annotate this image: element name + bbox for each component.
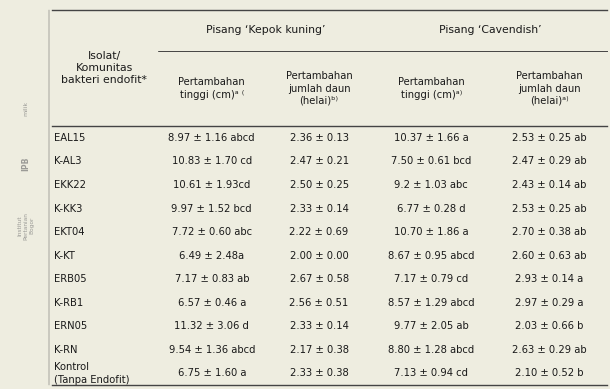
- Text: 8.97 ± 1.16 abcd: 8.97 ± 1.16 abcd: [168, 133, 255, 143]
- Text: 2.33 ± 0.14: 2.33 ± 0.14: [290, 203, 348, 214]
- Text: Pertambahan
tinggi (cm)ᵃ ⁽: Pertambahan tinggi (cm)ᵃ ⁽: [178, 77, 245, 100]
- Text: K-KK3: K-KK3: [54, 203, 83, 214]
- Text: 8.57 ± 1.29 abcd: 8.57 ± 1.29 abcd: [388, 298, 475, 308]
- Text: Pertambahan
tinggi (cm)ᵃ⁾: Pertambahan tinggi (cm)ᵃ⁾: [398, 77, 465, 100]
- Text: 2.47 ± 0.21: 2.47 ± 0.21: [290, 156, 349, 166]
- Text: 8.80 ± 1.28 abcd: 8.80 ± 1.28 abcd: [388, 345, 475, 355]
- Text: 8.67 ± 0.95 abcd: 8.67 ± 0.95 abcd: [388, 251, 475, 261]
- Text: K-KT: K-KT: [54, 251, 75, 261]
- Text: 2.33 ± 0.14: 2.33 ± 0.14: [290, 321, 348, 331]
- Text: 9.54 ± 1.36 abcd: 9.54 ± 1.36 abcd: [168, 345, 255, 355]
- Text: 2.53 ± 0.25 ab: 2.53 ± 0.25 ab: [512, 203, 586, 214]
- Text: EKT04: EKT04: [54, 227, 85, 237]
- Text: 10.83 ± 1.70 cd: 10.83 ± 1.70 cd: [171, 156, 252, 166]
- Text: 2.70 ± 0.38 ab: 2.70 ± 0.38 ab: [512, 227, 586, 237]
- Text: 11.32 ± 3.06 d: 11.32 ± 3.06 d: [174, 321, 249, 331]
- Text: K-RN: K-RN: [54, 345, 78, 355]
- Text: 6.49 ± 2.48a: 6.49 ± 2.48a: [179, 251, 245, 261]
- Text: 2.93 ± 0.14 a: 2.93 ± 0.14 a: [515, 274, 583, 284]
- Text: K-RB1: K-RB1: [54, 298, 84, 308]
- Text: Isolat/
Komunitas
bakteri endofit*: Isolat/ Komunitas bakteri endofit*: [61, 51, 147, 85]
- Text: 2.47 ± 0.29 ab: 2.47 ± 0.29 ab: [512, 156, 586, 166]
- Text: 10.37 ± 1.66 a: 10.37 ± 1.66 a: [394, 133, 468, 143]
- Text: ERB05: ERB05: [54, 274, 87, 284]
- Text: 2.00 ± 0.00: 2.00 ± 0.00: [290, 251, 348, 261]
- Text: Pisang ‘Kepok kuning’: Pisang ‘Kepok kuning’: [206, 25, 325, 35]
- Text: 7.72 ± 0.60 abc: 7.72 ± 0.60 abc: [172, 227, 252, 237]
- Text: 6.75 ± 1.60 a: 6.75 ± 1.60 a: [178, 368, 246, 378]
- Text: Pisang ‘Cavendish’: Pisang ‘Cavendish’: [439, 25, 542, 35]
- Text: 7.50 ± 0.61 bcd: 7.50 ± 0.61 bcd: [391, 156, 472, 166]
- Text: 9.77 ± 2.05 ab: 9.77 ± 2.05 ab: [394, 321, 468, 331]
- Text: Institut
Pertanian
Bogor: Institut Pertanian Bogor: [17, 212, 34, 240]
- Text: 2.60 ± 0.63 ab: 2.60 ± 0.63 ab: [512, 251, 586, 261]
- Text: 2.43 ± 0.14 ab: 2.43 ± 0.14 ab: [512, 180, 586, 190]
- Text: 6.77 ± 0.28 d: 6.77 ± 0.28 d: [397, 203, 465, 214]
- Text: EAL15: EAL15: [54, 133, 85, 143]
- Text: 2.56 ± 0.51: 2.56 ± 0.51: [290, 298, 349, 308]
- Text: 2.50 ± 0.25: 2.50 ± 0.25: [290, 180, 349, 190]
- Text: 2.17 ± 0.38: 2.17 ± 0.38: [290, 345, 348, 355]
- Text: 2.36 ± 0.13: 2.36 ± 0.13: [290, 133, 348, 143]
- Text: 2.97 ± 0.29 a: 2.97 ± 0.29 a: [515, 298, 583, 308]
- Text: Pertambahan
jumlah daun
(helai)ᵃ⁾: Pertambahan jumlah daun (helai)ᵃ⁾: [516, 71, 583, 106]
- Text: K-AL3: K-AL3: [54, 156, 82, 166]
- Text: 9.97 ± 1.52 bcd: 9.97 ± 1.52 bcd: [171, 203, 252, 214]
- Text: 7.17 ± 0.83 ab: 7.17 ± 0.83 ab: [174, 274, 249, 284]
- Text: 7.17 ± 0.79 cd: 7.17 ± 0.79 cd: [394, 274, 468, 284]
- Text: 10.61 ± 1.93cd: 10.61 ± 1.93cd: [173, 180, 251, 190]
- Text: 10.70 ± 1.86 a: 10.70 ± 1.86 a: [394, 227, 468, 237]
- Text: 2.67 ± 0.58: 2.67 ± 0.58: [290, 274, 349, 284]
- Text: 2.33 ± 0.38: 2.33 ± 0.38: [290, 368, 348, 378]
- Text: EKK22: EKK22: [54, 180, 86, 190]
- Text: Kontrol
(Tanpa Endofit): Kontrol (Tanpa Endofit): [54, 362, 130, 385]
- Text: 2.10 ± 0.52 b: 2.10 ± 0.52 b: [515, 368, 583, 378]
- Text: ERN05: ERN05: [54, 321, 88, 331]
- Text: 2.53 ± 0.25 ab: 2.53 ± 0.25 ab: [512, 133, 586, 143]
- Text: 2.22 ± 0.69: 2.22 ± 0.69: [290, 227, 349, 237]
- Text: Pertambahan
jumlah daun
(helai)ᵇ⁾: Pertambahan jumlah daun (helai)ᵇ⁾: [285, 71, 353, 106]
- Text: milik: milik: [23, 102, 28, 116]
- Text: 9.2 ± 1.03 abc: 9.2 ± 1.03 abc: [395, 180, 468, 190]
- Text: IPB: IPB: [21, 156, 30, 170]
- Text: 2.63 ± 0.29 ab: 2.63 ± 0.29 ab: [512, 345, 586, 355]
- Text: 6.57 ± 0.46 a: 6.57 ± 0.46 a: [178, 298, 246, 308]
- Text: 2.03 ± 0.66 b: 2.03 ± 0.66 b: [515, 321, 583, 331]
- Text: 7.13 ± 0.94 cd: 7.13 ± 0.94 cd: [394, 368, 468, 378]
